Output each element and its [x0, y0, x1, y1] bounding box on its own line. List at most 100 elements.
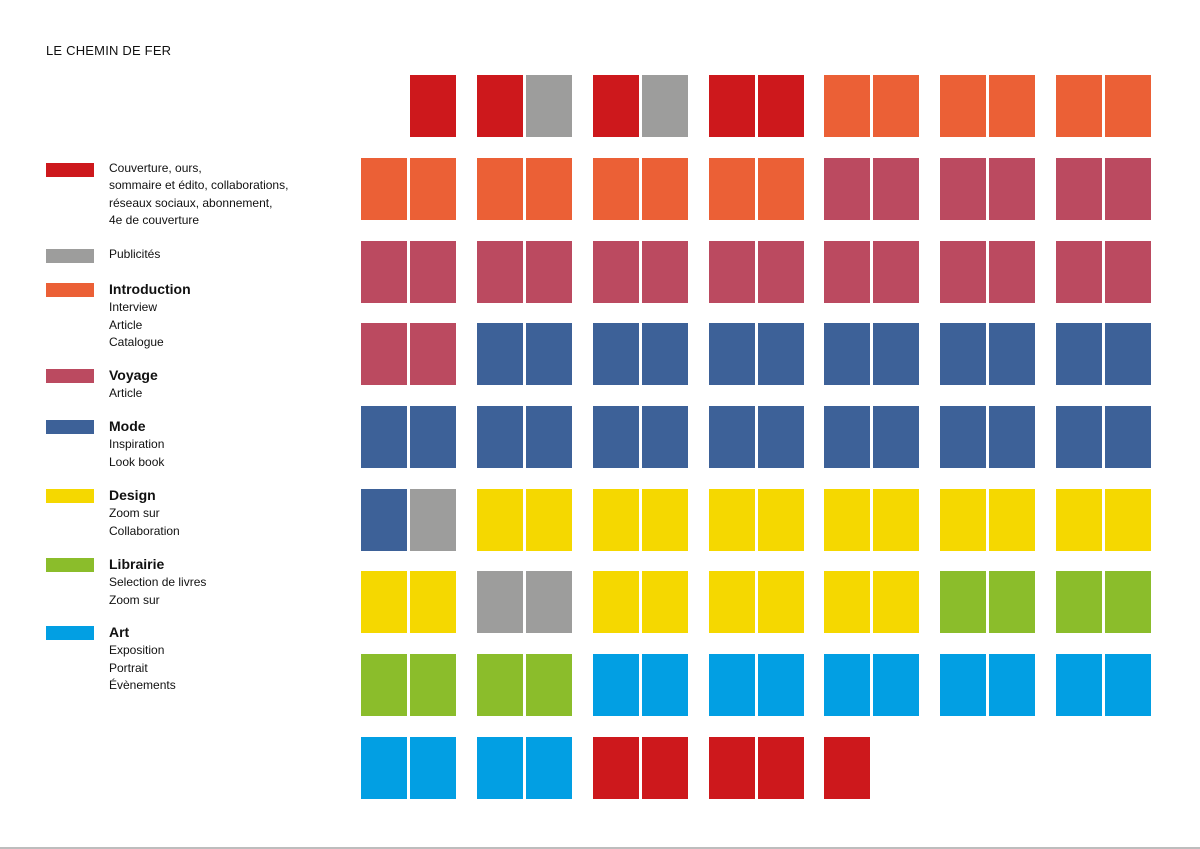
legend-text: Librairie Selection de livres Zoom sur: [109, 555, 339, 609]
spread-r4-c2: [477, 323, 572, 385]
page-introduction: [709, 158, 755, 220]
page-design: [361, 571, 407, 633]
page-design: [940, 489, 986, 551]
legend-text: Art Exposition Portrait Évènements: [109, 623, 339, 695]
page-librairie: [410, 654, 456, 716]
page-voyage: [940, 241, 986, 303]
page-librairie: [526, 654, 572, 716]
page-art: [1056, 654, 1102, 716]
page-design: [758, 571, 804, 633]
page-mode: [989, 323, 1035, 385]
spread-r7-c1: [361, 571, 456, 633]
spread-r1-c3: [593, 75, 688, 137]
legend-swatch: [46, 626, 94, 640]
legend-text: Introduction Interview Article Catalogue: [109, 280, 339, 352]
spread-r2-c3: [593, 158, 688, 220]
page-mode: [361, 406, 407, 468]
spread-r2-c2: [477, 158, 572, 220]
spread-r9-c5: [824, 737, 919, 799]
page-voyage: [989, 241, 1035, 303]
page-mode: [758, 406, 804, 468]
page-couverture: [709, 737, 755, 799]
legend-sublabel: Look book: [109, 454, 165, 469]
legend-sublabel: Article: [109, 317, 143, 332]
page-voyage: [361, 323, 407, 385]
legend-text: Couverture, ours, sommaire et édito, coll…: [109, 160, 339, 230]
page-art: [526, 737, 572, 799]
page-introduction: [477, 158, 523, 220]
page-couverture: [824, 737, 870, 799]
page-voyage: [642, 241, 688, 303]
page-voyage: [824, 241, 870, 303]
legend-text: Design Zoom sur Collaboration: [109, 486, 339, 540]
page-voyage: [1056, 241, 1102, 303]
page-voyage: [593, 241, 639, 303]
page-introduction: [1105, 75, 1151, 137]
page-couverture: [709, 75, 755, 137]
page-design: [477, 489, 523, 551]
legend-sublabel: 4e de couverture: [109, 213, 200, 227]
legend-label: Art: [109, 624, 130, 640]
page-design: [709, 571, 755, 633]
spread-r4-c4: [709, 323, 804, 385]
page-art: [642, 654, 688, 716]
page-introduction: [1056, 75, 1102, 137]
page-design: [824, 571, 870, 633]
page-mode: [873, 323, 919, 385]
page-voyage: [410, 241, 456, 303]
spread-r9-c1: [361, 737, 456, 799]
spread-r8-c4: [709, 654, 804, 716]
page-design: [873, 489, 919, 551]
page-art: [709, 654, 755, 716]
page-publicites: [526, 571, 572, 633]
page-voyage: [709, 241, 755, 303]
spread-r4-c5: [824, 323, 919, 385]
page-introduction: [593, 158, 639, 220]
page-mode: [477, 323, 523, 385]
legend-swatch: [46, 163, 94, 177]
page-design: [758, 489, 804, 551]
page-mode: [477, 406, 523, 468]
page-librairie: [361, 654, 407, 716]
page-mode: [593, 406, 639, 468]
page-mode: [642, 406, 688, 468]
spread-r5-c4: [709, 406, 804, 468]
legend-label: Introduction: [109, 281, 191, 297]
spread-r6-c2: [477, 489, 572, 551]
page-couverture: [758, 75, 804, 137]
page-mode: [873, 406, 919, 468]
page-publicites: [477, 571, 523, 633]
page-librairie: [1056, 571, 1102, 633]
legend-label: Librairie: [109, 556, 165, 572]
page-art: [477, 737, 523, 799]
spread-r6-c5: [824, 489, 919, 551]
page-voyage: [989, 158, 1035, 220]
spread-r8-c2: [477, 654, 572, 716]
page-voyage: [824, 158, 870, 220]
page-librairie: [1105, 571, 1151, 633]
page-design: [642, 489, 688, 551]
legend-sublabel: Inspiration: [109, 437, 165, 451]
spread-r9-c2: [477, 737, 572, 799]
page-title: LE CHEMIN DE FER: [46, 43, 172, 58]
page-introduction: [642, 158, 688, 220]
legend: Couverture, ours, sommaire et édito, coll…: [46, 0, 346, 849]
page-introduction: [824, 75, 870, 137]
page-publicites: [642, 75, 688, 137]
spread-r1-c7: [1056, 75, 1151, 137]
spread-r7-c5: [824, 571, 919, 633]
spread-r9-c3: [593, 737, 688, 799]
spread-r8-c5: [824, 654, 919, 716]
page-design: [593, 489, 639, 551]
page-mode: [1056, 323, 1102, 385]
page-mode: [709, 323, 755, 385]
page-mode: [1105, 406, 1151, 468]
page-couverture: [410, 75, 456, 137]
page-mode: [940, 323, 986, 385]
spread-r1-c5: [824, 75, 919, 137]
page-art: [1105, 654, 1151, 716]
page-couverture: [593, 75, 639, 137]
page-design: [709, 489, 755, 551]
page-introduction: [410, 158, 456, 220]
